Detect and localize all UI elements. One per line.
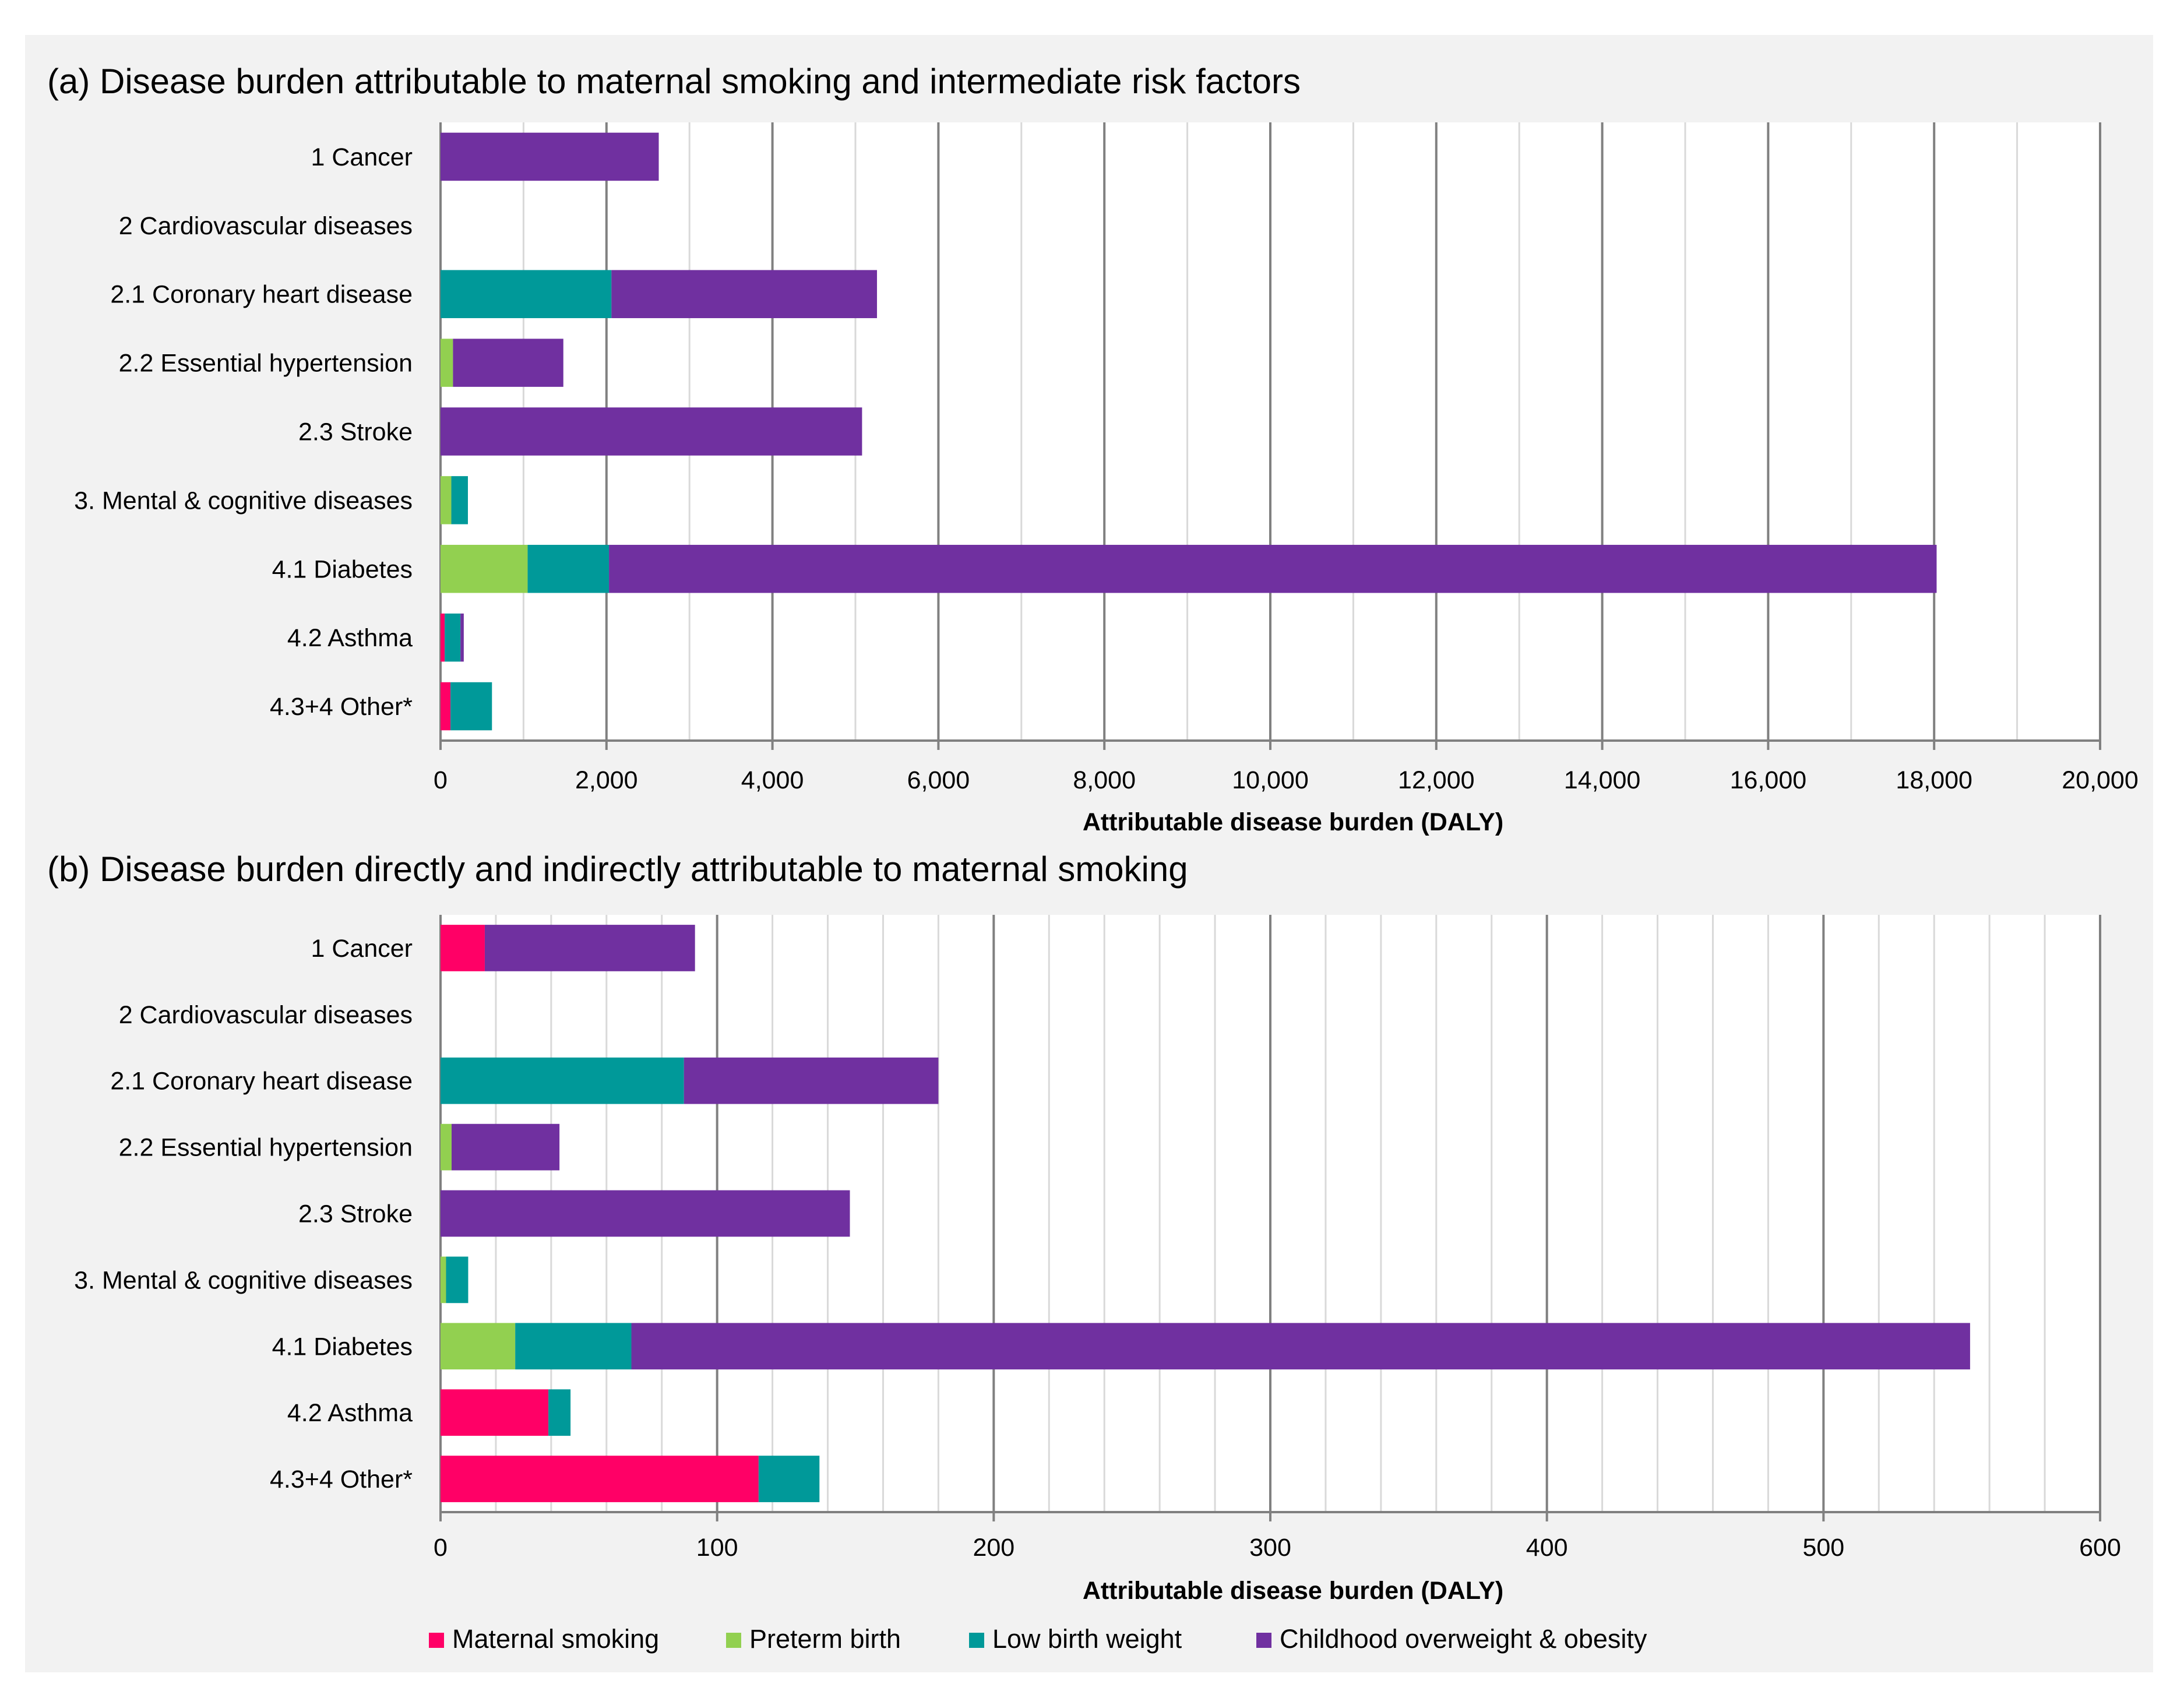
panel-b-category-label: 4.1 Diabetes [272,1333,413,1361]
panel-a-tick-label: 12,000 [1398,766,1475,794]
panel-a-tick-label: 4,000 [741,766,804,794]
panel-a-tick-label: 20,000 [2062,766,2139,794]
panel-a-tick-label: 10,000 [1232,766,1309,794]
panel-a-category-label: 2.2 Essential hypertension [119,350,413,378]
panel-b-bar-3-mental-cognitive-diseases-preterm-birth [441,1256,446,1304]
panel-b-category-label: 4.2 Asthma [287,1399,413,1427]
panel-b-bar-4-1-diabetes-preterm-birth [441,1323,516,1370]
legend-swatch-low-birth-weight [969,1633,984,1648]
legend-label-preterm-birth: Preterm birth [749,1624,901,1654]
panel-b-category-label: 2.2 Essential hypertension [119,1134,413,1162]
panel-a-bar-2-3-stroke-childhood-overweight-obesity [441,407,862,456]
panel-b-bar-4-2-asthma-low-birth-weight [548,1389,571,1436]
panel-a-tick-label: 14,000 [1564,766,1641,794]
panel-a-category-label: 3. Mental & cognitive diseases [74,487,413,515]
panel-a-tick-label: 2,000 [575,766,638,794]
panel-a-bar-3-mental-cognitive-diseases-low-birth-weight [451,476,468,524]
panel-b-bar-4-1-diabetes-low-birth-weight [515,1323,632,1370]
panel-a-x-axis-title: Attributable disease burden (DALY) [1083,808,1503,836]
panel-a-bar-3-mental-cognitive-diseases-preterm-birth [441,476,452,524]
panel-b-bar-2-3-stroke-childhood-overweight-obesity [441,1190,850,1237]
panel-a-tick-label: 6,000 [907,766,970,794]
panel-b-category-label: 2.3 Stroke [298,1200,413,1228]
chart-svg: (a) Disease burden attributable to mater… [47,62,2139,1654]
panel-b-tick-label: 400 [1526,1534,1568,1562]
panel-a-bar-4-3-4-other-low-birth-weight [450,682,492,731]
panel-a-category-label: 2.3 Stroke [298,418,413,446]
panel-a-category-label: 2 Cardiovascular diseases [119,212,413,240]
panel-b-category-label: 3. Mental & cognitive diseases [74,1266,413,1294]
panel-b-bar-1-cancer-maternal-smoking [441,925,485,971]
panel-b-bar-4-3-4-other-low-birth-weight [758,1456,820,1502]
panel-b-bar-4-3-4-other-maternal-smoking [441,1456,759,1502]
panel-a-tick-label: 0 [434,766,448,794]
panel-a-bars [441,132,1937,731]
panel-a-bar-2-2-essential-hypertension-preterm-birth [441,339,453,387]
legend-label-low-birth-weight: Low birth weight [992,1624,1182,1654]
panel-b-bar-3-mental-cognitive-diseases-low-birth-weight [446,1256,468,1304]
panel-b-bars [441,925,1970,1502]
panel-a-bar-4-1-diabetes-low-birth-weight [527,545,610,593]
panel-b-category-labels: 1 Cancer 2 Cardiovascular diseases 2.1 Cor… [74,935,413,1493]
panel-b-tick-label: 0 [434,1534,448,1562]
panel-b-category-label: 2.1 Coronary heart disease [110,1068,413,1095]
legend-swatch-preterm-birth [726,1633,741,1648]
panel-a-bar-2-1-coronary-heart-disease-low-birth-weight [441,270,612,318]
panel-a-tick-label: 8,000 [1073,766,1136,794]
panel-b-category-label: 2 Cardiovascular diseases [119,1001,413,1029]
panel-b-tick-labels: 0 100 200 300 400 500 600 [434,1534,2121,1562]
panel-b-tick-label: 500 [1802,1534,1844,1562]
legend: Maternal smoking Preterm birth Low birth… [429,1624,1647,1654]
panel-b-bar-1-cancer-childhood-overweight-obesity [484,925,695,971]
panel-b-bar-2-2-essential-hypertension-preterm-birth [441,1123,452,1171]
panel-a-category-label: 4.2 Asthma [287,624,413,652]
panel-b-tick-label: 200 [973,1534,1014,1562]
panel-b-bar-4-2-asthma-maternal-smoking [441,1389,549,1436]
panel-b-bar-2-1-coronary-heart-disease-childhood-overweight-obesity [684,1057,939,1104]
panel-b-bar-2-1-coronary-heart-disease-low-birth-weight [441,1057,684,1104]
panel-a-title: (a) Disease burden attributable to mater… [47,62,1301,101]
panel-a-bar-4-3-4-other-maternal-smoking [441,682,451,731]
panel-b-category-label: 4.3+4 Other* [270,1465,413,1493]
panel-b-tick-label: 300 [1249,1534,1291,1562]
panel-a-category-label: 4.3+4 Other* [270,693,413,721]
panel-b-tick-label: 100 [696,1534,738,1562]
panel-a-category-labels: 1 Cancer 2 Cardiovascular diseases 2.1 Cor… [74,143,413,721]
panel-a-category-label: 2.1 Coronary heart disease [110,281,413,309]
panel-a-bar-4-2-asthma-maternal-smoking [441,613,445,662]
panel-a-bar-4-2-asthma-low-birth-weight [445,613,461,662]
legend-swatch-childhood-overweight [1256,1633,1271,1648]
panel-b-x-axis-title: Attributable disease burden (DALY) [1083,1577,1503,1605]
panel-a-tick-labels: 0 2,000 4,000 6,000 8,000 10,000 12,000 14,000 1… [434,766,2139,794]
panel-a-bar-1-cancer-childhood-overweight-obesity [441,132,659,181]
panel-b-title: (b) Disease burden directly and indirect… [47,850,1188,889]
panel-a-bar-4-2-asthma-childhood-overweight-obesity [460,613,464,662]
panel-b-category-label: 1 Cancer [311,935,413,963]
panel-a-tick-label: 18,000 [1896,766,1972,794]
legend-label-childhood-overweight: Childhood overweight & obesity [1280,1624,1647,1654]
panel-a-bar-2-1-coronary-heart-disease-childhood-overweight-obesity [611,270,878,318]
panel-a-bar-2-2-essential-hypertension-childhood-overweight-obesity [453,339,563,387]
panel-a-category-label: 4.1 Diabetes [272,555,413,583]
panel-a-bar-4-1-diabetes-childhood-overweight-obesity [609,545,1937,593]
panel-a-bar-4-1-diabetes-preterm-birth [441,545,528,593]
legend-label-maternal-smoking: Maternal smoking [452,1624,659,1654]
panel-b-tick-label: 600 [2079,1534,2121,1562]
panel-b-bar-4-1-diabetes-childhood-overweight-obesity [631,1323,1970,1370]
panel-b-bar-2-2-essential-hypertension-childhood-overweight-obesity [451,1123,560,1171]
legend-swatch-maternal-smoking [429,1633,444,1648]
panel-a-category-label: 1 Cancer [311,143,413,171]
figure-background: (a) Disease burden attributable to mater… [25,35,2153,1672]
panel-a-tick-label: 16,000 [1730,766,1807,794]
